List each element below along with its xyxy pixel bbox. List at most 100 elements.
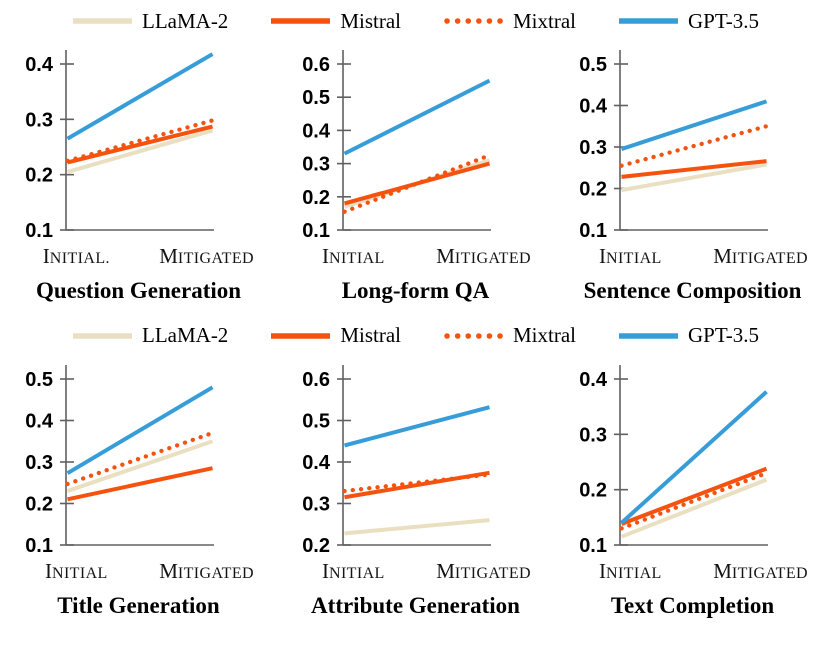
y-tick-label: 0.5	[579, 54, 607, 76]
y-tick-label: 0.2	[25, 493, 53, 515]
series-line-mistral	[344, 470, 490, 499]
legend-item-gpt-3.5: GPT-3.5	[618, 8, 759, 33]
line-swatch-solid-orange	[271, 18, 331, 24]
y-tick-label: 0.4	[579, 369, 608, 391]
x-category-label: MITIGATED	[713, 244, 808, 268]
chart-sentence-composition: 0.1 0.2 0.3 0.4 0.5 INITIAL MITIGATED Sentence …	[554, 40, 831, 305]
legend-item-mixtral: Mixtral	[443, 325, 576, 346]
y-tick-label: 0.3	[579, 137, 607, 159]
plot-area: 0.1 0.2 0.3 0.4	[579, 364, 769, 557]
series-line-mixtral	[65, 118, 215, 163]
y-tick-label: 0.2	[579, 479, 607, 501]
y-tick-label: 0.1	[25, 535, 53, 557]
series-line-llama-2	[620, 477, 768, 539]
x-category-label: INITIAL	[322, 244, 385, 268]
x-category-label: INITIAL	[322, 558, 385, 583]
x-category-label: INITIAL	[599, 558, 662, 583]
legend-label: LLaMA-2	[142, 323, 229, 348]
line-swatch-solid-blue	[618, 18, 678, 24]
y-tick-label: 0.1	[579, 535, 607, 557]
legend-bottom: LLaMA-2 Mistral Mixtral GPT-3.5	[0, 317, 831, 355]
x-category-label: MITIGATED	[436, 244, 531, 268]
x-axis-labels: INITIAL MITIGATED	[554, 559, 831, 589]
x-axis-labels: INITIAL MITIGATED	[277, 244, 554, 274]
legend-item-mistral: Mistral	[270, 8, 401, 33]
y-tick-label: 0.3	[302, 493, 330, 515]
x-axis-labels: INITIAL MITIGATED	[554, 244, 831, 274]
series-line-mixtral	[342, 471, 492, 493]
x-category-label: MITIGATED	[159, 558, 254, 583]
chart-row-bottom: 0.1 0.2 0.3 0.4 0.5 INITIAL MITIGATED Title Gen…	[0, 355, 831, 620]
x-category-label: MITIGATED	[713, 558, 808, 583]
series-line-llama-2	[66, 438, 214, 493]
y-tick-label: 0.6	[302, 369, 330, 391]
legend-item-llama-2: LLaMA-2	[72, 8, 229, 33]
series-line-llama-2	[66, 128, 214, 174]
series-line-mistral	[621, 159, 767, 179]
y-tick-label: 0.2	[302, 535, 330, 557]
y-tick-label: 0.2	[302, 187, 330, 209]
x-category-label: MITIGATED	[159, 244, 254, 268]
chart-row-top: 0.1 0.2 0.3 0.4 INITIAL. MITIGATED Question Ge…	[0, 40, 831, 305]
chart-title: Attribute Generation	[311, 592, 520, 618]
series-line-gpt-3.5	[620, 99, 768, 151]
y-tick-label: 0.1	[25, 220, 53, 242]
series-line-mistral	[67, 124, 213, 165]
y-tick-label: 0.4	[25, 54, 54, 76]
y-tick-label: 0.1	[579, 220, 607, 242]
chart-question-generation: 0.1 0.2 0.3 0.4 INITIAL. MITIGATED Question Ge…	[0, 40, 277, 305]
legend-item-mixtral: Mixtral	[443, 8, 576, 33]
series-line-mistral	[620, 466, 768, 526]
series-line-gpt-3.5	[343, 78, 491, 156]
chart-text-completion: 0.1 0.2 0.3 0.4 INITIAL MITIGATED Text Complet…	[554, 355, 831, 620]
y-tick-label: 0.3	[25, 109, 53, 131]
legend-item-mistral: Mistral	[270, 325, 401, 346]
x-axis-labels: INITIAL MITIGATED	[0, 559, 277, 589]
chart-title: Sentence Composition	[583, 278, 802, 303]
x-category-label: INITIAL	[599, 244, 662, 268]
y-tick-label: 0.4	[25, 410, 54, 432]
chart-title: Question Generation	[35, 278, 242, 303]
series-line-mixtral	[619, 124, 769, 168]
chart-attribute-generation: 0.2 0.3 0.4 0.5 0.6 INITIAL MITIGATED Attribute…	[277, 355, 554, 620]
y-tick-label: 0.3	[302, 154, 330, 176]
chart-title: Long-form QA	[341, 278, 490, 303]
series-line-gpt-3.5	[620, 389, 768, 524]
legend-label: Mixtral	[512, 8, 576, 33]
x-axis-labels: INITIAL MITIGATED	[277, 559, 554, 589]
series-line-gpt-3.5	[343, 404, 491, 447]
y-tick-label: 0.1	[302, 220, 330, 242]
series-line-llama-2	[621, 162, 767, 193]
y-tick-label: 0.3	[25, 452, 53, 474]
x-category-label: MITIGATED	[436, 558, 531, 583]
series-line-mistral	[67, 465, 213, 501]
plot-area: 0.1 0.2 0.3 0.4 0.5	[579, 50, 769, 242]
series-line-mixtral	[619, 470, 769, 531]
legend-label: GPT-3.5	[687, 323, 759, 348]
chart-title: Title Generation	[57, 592, 220, 618]
legend-item-gpt-3.5: GPT-3.5	[618, 325, 759, 346]
legend-label: LLaMA-2	[142, 8, 229, 33]
line-swatch-dotted-orange	[444, 18, 505, 24]
x-category-label: INITIAL.	[42, 244, 110, 268]
y-tick-label: 0.4	[579, 96, 608, 118]
series-line-mixtral	[65, 430, 215, 486]
y-tick-label: 0.4	[302, 452, 331, 474]
y-tick-label: 0.5	[302, 410, 330, 432]
legend-label: Mistral	[340, 323, 401, 348]
legend-label: GPT-3.5	[687, 8, 759, 33]
chart-title: Text Completion	[610, 592, 775, 618]
x-axis-labels: INITIAL. MITIGATED	[0, 244, 277, 274]
line-swatch-dotted-orange	[444, 332, 505, 339]
legend-label: Mistral	[340, 8, 401, 33]
y-tick-label: 0.5	[25, 369, 53, 391]
series-line-gpt-3.5	[66, 385, 214, 475]
y-tick-label: 0.6	[302, 54, 330, 76]
line-swatch-solid-beige	[73, 18, 132, 24]
plot-area: 0.2 0.3 0.4 0.5 0.6	[302, 364, 492, 557]
legend-item-llama-2: LLaMA-2	[72, 325, 228, 346]
y-tick-label: 0.2	[25, 165, 53, 187]
x-category-label: INITIAL	[45, 558, 108, 583]
line-swatch-solid-blue	[618, 332, 678, 339]
plot-area: 0.1 0.2 0.3 0.4 0.5	[25, 364, 215, 557]
